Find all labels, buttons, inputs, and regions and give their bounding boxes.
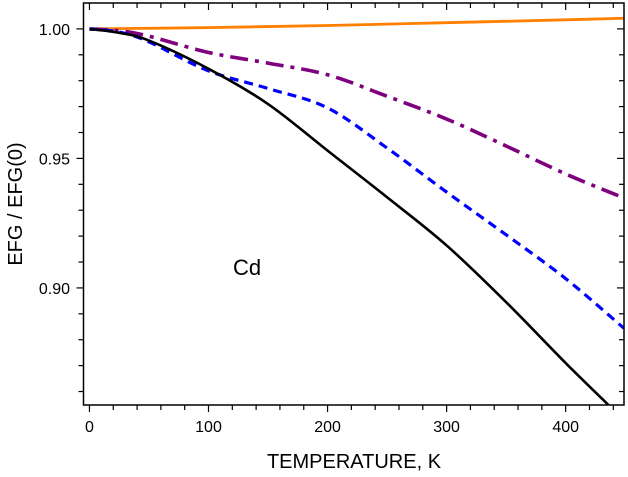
y-axis-label: EFG / EFG(0): [5, 142, 27, 265]
series-layer: [89, 16, 624, 405]
y-tick-label: 0.90: [39, 281, 70, 298]
plot-frame: [82, 2, 625, 406]
x-tick-label: 200: [314, 419, 341, 436]
series-line-4: [89, 27, 610, 405]
ticks: [76, 3, 624, 412]
x-tick-label: 100: [195, 419, 222, 436]
annotation-cd: Cd: [233, 255, 261, 280]
series-line-3: [89, 27, 624, 330]
y-tick-label: 0.95: [39, 151, 70, 168]
x-tick-label: 400: [552, 419, 579, 436]
y-tick-label: 1.00: [39, 22, 70, 39]
series-line-1: [89, 16, 624, 31]
x-tick-label: 300: [433, 419, 460, 436]
series-line-2: [89, 27, 624, 200]
x-axis-label: TEMPERATURE, K: [267, 451, 442, 472]
x-tick-label: 0: [85, 419, 94, 436]
